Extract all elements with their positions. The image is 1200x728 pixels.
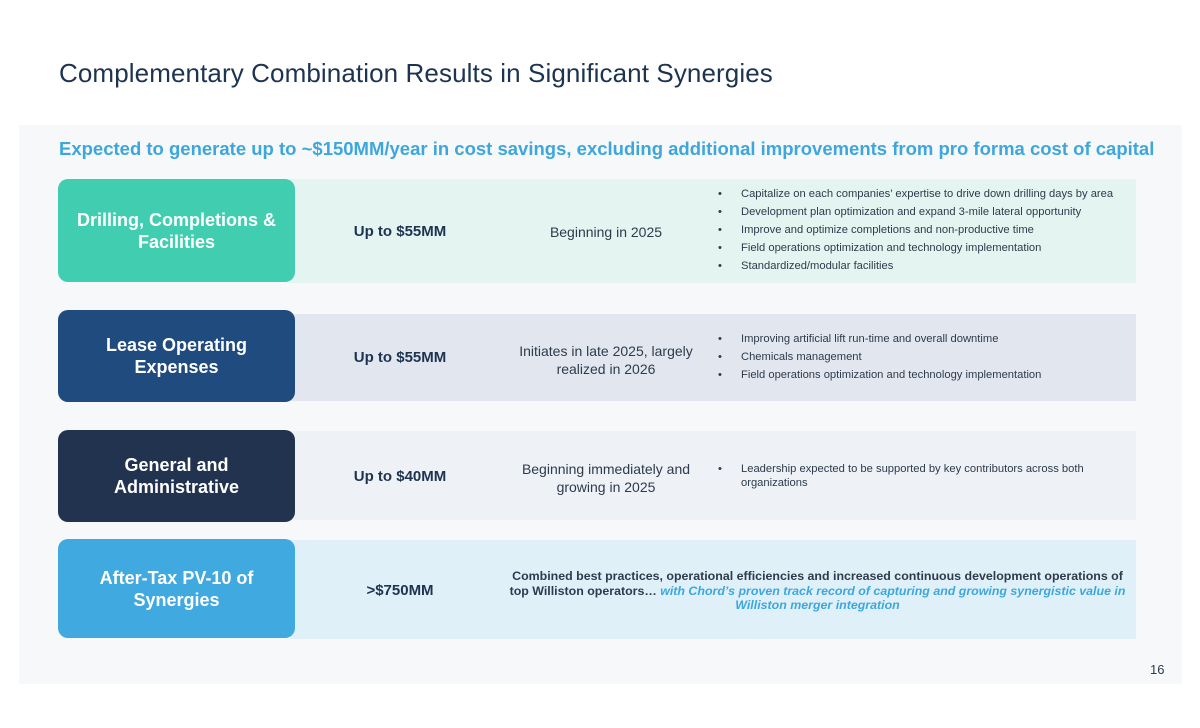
bullet-icon: • xyxy=(718,206,722,218)
timing-drilling: Beginning in 2025 xyxy=(549,224,663,240)
amount-loe: Up to $55MM xyxy=(353,349,447,366)
list-item: • Capitalize on each companies’ expertise… xyxy=(718,188,1114,200)
list-item: • Standardized/modular facilities xyxy=(718,260,894,272)
list-item: • Leadership expected to be supported by … xyxy=(718,463,1084,489)
bullet-icon: • xyxy=(718,351,722,363)
timing-ga: Beginning immediately and growing in 202… xyxy=(521,461,691,495)
amount-pv10: >$750MM xyxy=(366,582,434,599)
amount-drilling: Up to $55MM xyxy=(353,223,447,240)
note-accent: with Chord’s proven track record of capt… xyxy=(660,583,1126,613)
bullet-icon: • xyxy=(718,369,722,381)
category-box-ga: General and Administrative xyxy=(58,430,295,522)
amount-ga: Up to $40MM xyxy=(353,468,447,485)
bullet-icon: • xyxy=(718,260,722,272)
pv10-note: Combined best practices, operational eff… xyxy=(505,569,1130,613)
category-label: Drilling, Completions & Facilities xyxy=(76,209,276,252)
category-box-drilling: Drilling, Completions & Facilities xyxy=(58,179,295,282)
bullet-list-drilling: • Capitalize on each companies’ expertise… xyxy=(718,188,1123,278)
bullet-list-ga: • Leadership expected to be supported by … xyxy=(718,463,1123,495)
page-number: 16 xyxy=(1150,662,1165,677)
list-item: • Improve and optimize completions and no… xyxy=(718,224,1034,236)
row-background-loe xyxy=(290,314,1136,401)
list-item: • Development plan optimization and expan… xyxy=(718,206,1082,218)
note-main: Combined best practices, operational eff… xyxy=(509,569,1123,598)
page-title: Complementary Combination Results in Sig… xyxy=(59,58,773,88)
row-background-ga xyxy=(290,431,1136,520)
list-item: • Field operations optimization and techn… xyxy=(718,369,1042,381)
list-item: • Improving artificial lift run-time and … xyxy=(718,333,999,345)
row-background-pv10 xyxy=(290,540,1136,639)
list-item: • Field operations optimization and techn… xyxy=(718,242,1042,254)
bullet-icon: • xyxy=(718,224,722,236)
row-background-drilling xyxy=(290,179,1136,283)
bullet-icon: • xyxy=(718,333,722,345)
category-label: General and Administrative xyxy=(113,455,240,497)
timing-loe: Initiates in late 2025, largely realized… xyxy=(519,343,693,377)
category-box-pv10: After-Tax PV-10 of Synergies xyxy=(58,539,295,638)
bullet-icon: • xyxy=(718,188,722,200)
bullet-icon: • xyxy=(718,463,722,475)
bullet-icon: • xyxy=(718,242,722,254)
category-label: After-Tax PV-10 of Synergies xyxy=(99,567,254,610)
bullet-list-loe: • Improving artificial lift run-time and … xyxy=(718,333,1123,387)
subtitle: Expected to generate up to ~$150MM/year … xyxy=(59,138,1155,159)
category-box-loe: Lease Operating Expenses xyxy=(58,310,295,402)
list-item: • Chemicals management xyxy=(718,351,862,363)
category-label: Lease Operating Expenses xyxy=(105,335,248,377)
